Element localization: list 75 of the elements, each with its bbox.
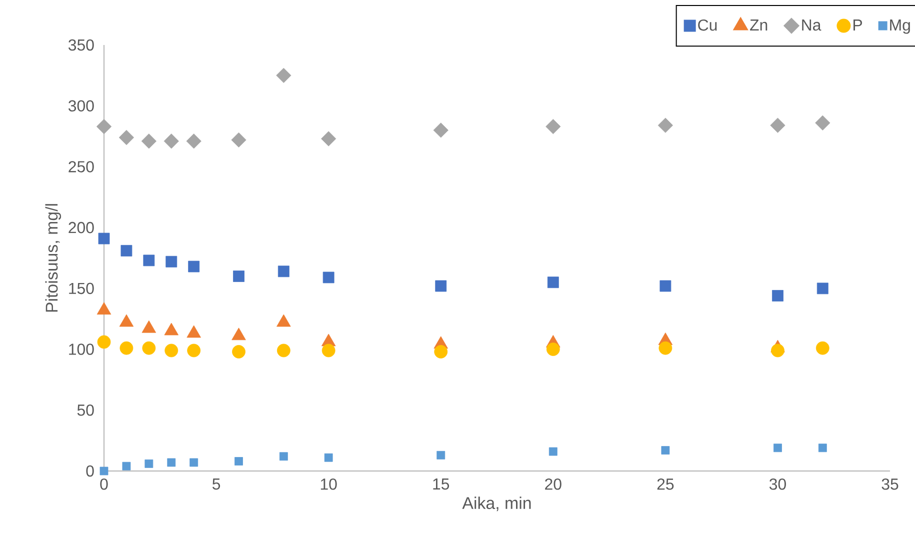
y-tick-label: 200 (68, 222, 94, 234)
point (324, 453, 333, 462)
point (234, 457, 243, 466)
y-tick-label: 50 (77, 404, 94, 416)
point (772, 290, 784, 302)
point (434, 345, 448, 358)
point (321, 131, 336, 146)
x-tick-label: 35 (882, 478, 898, 490)
legend-label: Cu (698, 19, 717, 31)
point (547, 276, 559, 288)
point (98, 232, 110, 244)
point (118, 130, 134, 146)
point (142, 341, 156, 355)
point (188, 260, 200, 272)
x-tick-label: 10 (320, 478, 337, 490)
point (164, 344, 178, 358)
x-tick-label: 30 (769, 478, 786, 490)
point (231, 132, 246, 148)
point (276, 344, 290, 358)
y-tick-label: 300 (68, 100, 94, 112)
point (774, 444, 782, 452)
point (143, 254, 155, 266)
x-tick-label: 5 (212, 478, 220, 490)
point (322, 344, 336, 358)
point (186, 134, 202, 149)
point (658, 118, 673, 133)
x-tick-label: 0 (100, 478, 108, 490)
point (279, 452, 288, 461)
y-tick-label: 150 (69, 282, 94, 294)
point (770, 118, 786, 133)
legend-label: Zn (750, 20, 768, 30)
point (816, 341, 830, 355)
legend-label: P (854, 20, 862, 30)
point (120, 244, 132, 256)
x-tick-label: 15 (433, 478, 450, 490)
point (661, 446, 670, 455)
y-tick-label: 100 (69, 344, 94, 355)
point (771, 344, 784, 358)
point (435, 280, 447, 292)
y-tick-label: 0 (86, 465, 94, 477)
point (122, 462, 131, 470)
point (97, 335, 111, 349)
legend-label: Na (802, 20, 822, 31)
point (546, 342, 560, 356)
point (548, 447, 558, 456)
point (141, 134, 156, 149)
point (436, 450, 446, 460)
point (322, 272, 334, 284)
point (815, 115, 830, 130)
point (278, 266, 290, 278)
legend-label: Mg (890, 20, 910, 34)
point (144, 459, 154, 468)
point (120, 341, 134, 355)
point (187, 344, 201, 358)
point (658, 341, 672, 355)
x-axis-title: Aika, min (462, 496, 531, 512)
point (233, 270, 244, 282)
point (660, 280, 672, 292)
point (100, 466, 108, 476)
point (164, 134, 179, 149)
point (816, 282, 828, 294)
point (190, 458, 198, 467)
point (232, 345, 246, 358)
y-tick-label: 250 (68, 161, 94, 172)
point (433, 122, 448, 138)
point (166, 256, 178, 268)
y-axis-title: Pitoisuus, mg/l (45, 204, 62, 312)
y-tick-label: 350 (68, 39, 94, 51)
x-tick-label: 20 (545, 478, 562, 490)
point (546, 118, 561, 134)
point (96, 118, 112, 134)
x-tick-label: 25 (657, 478, 674, 490)
point (276, 68, 292, 83)
point (167, 458, 176, 467)
point (818, 444, 827, 452)
